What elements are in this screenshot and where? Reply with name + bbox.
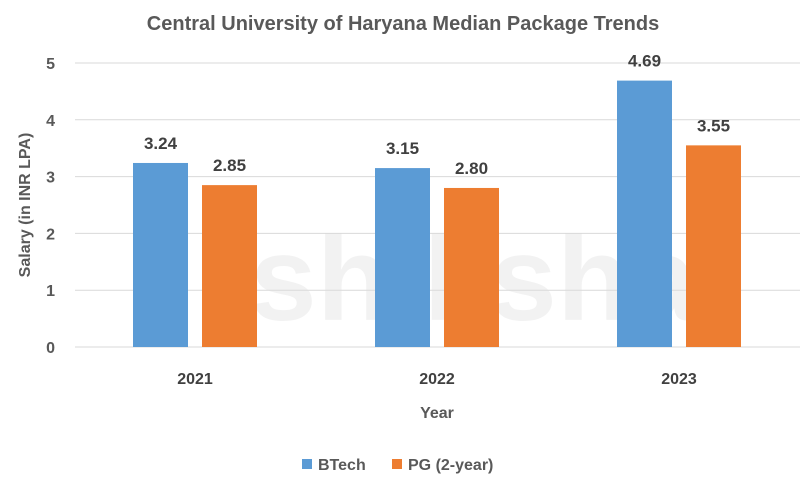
x-tick-label: 2023 xyxy=(661,371,697,388)
y-tick-label: 1 xyxy=(46,283,55,300)
bar-btech-2021 xyxy=(133,162,188,347)
legend: BTech PG (2-year) xyxy=(302,457,493,474)
legend-label: BTech xyxy=(318,457,366,474)
legend-swatch xyxy=(392,459,402,469)
y-tick-label: 0 xyxy=(46,340,55,357)
y-tick-label: 5 xyxy=(46,56,55,73)
bar-pg-2022 xyxy=(444,187,499,347)
data-label: 2.80 xyxy=(455,159,488,178)
bar-pg-2023 xyxy=(686,145,741,347)
y-axis-label: Salary (in INR LPA) xyxy=(17,133,34,278)
legend-label: PG (2-year) xyxy=(408,457,493,474)
x-axis-label: Year xyxy=(420,405,454,422)
bar-btech-2022 xyxy=(375,168,430,347)
chart-title: Central University of Haryana Median Pac… xyxy=(147,13,659,35)
bar-pg-2021 xyxy=(202,185,257,347)
y-tick-label: 3 xyxy=(46,170,55,187)
data-label: 2.85 xyxy=(213,156,246,175)
y-tick-label: 2 xyxy=(46,226,55,243)
legend-swatch xyxy=(302,459,312,469)
bar-btech-2023 xyxy=(617,80,672,347)
y-tick-label: 4 xyxy=(46,113,55,130)
x-tick-label: 2021 xyxy=(177,371,213,388)
x-tick-label: 2022 xyxy=(419,371,455,388)
data-label: 3.24 xyxy=(144,134,178,153)
data-label: 3.55 xyxy=(697,116,730,135)
data-label: 3.15 xyxy=(386,139,419,158)
data-label: 4.69 xyxy=(628,52,661,71)
